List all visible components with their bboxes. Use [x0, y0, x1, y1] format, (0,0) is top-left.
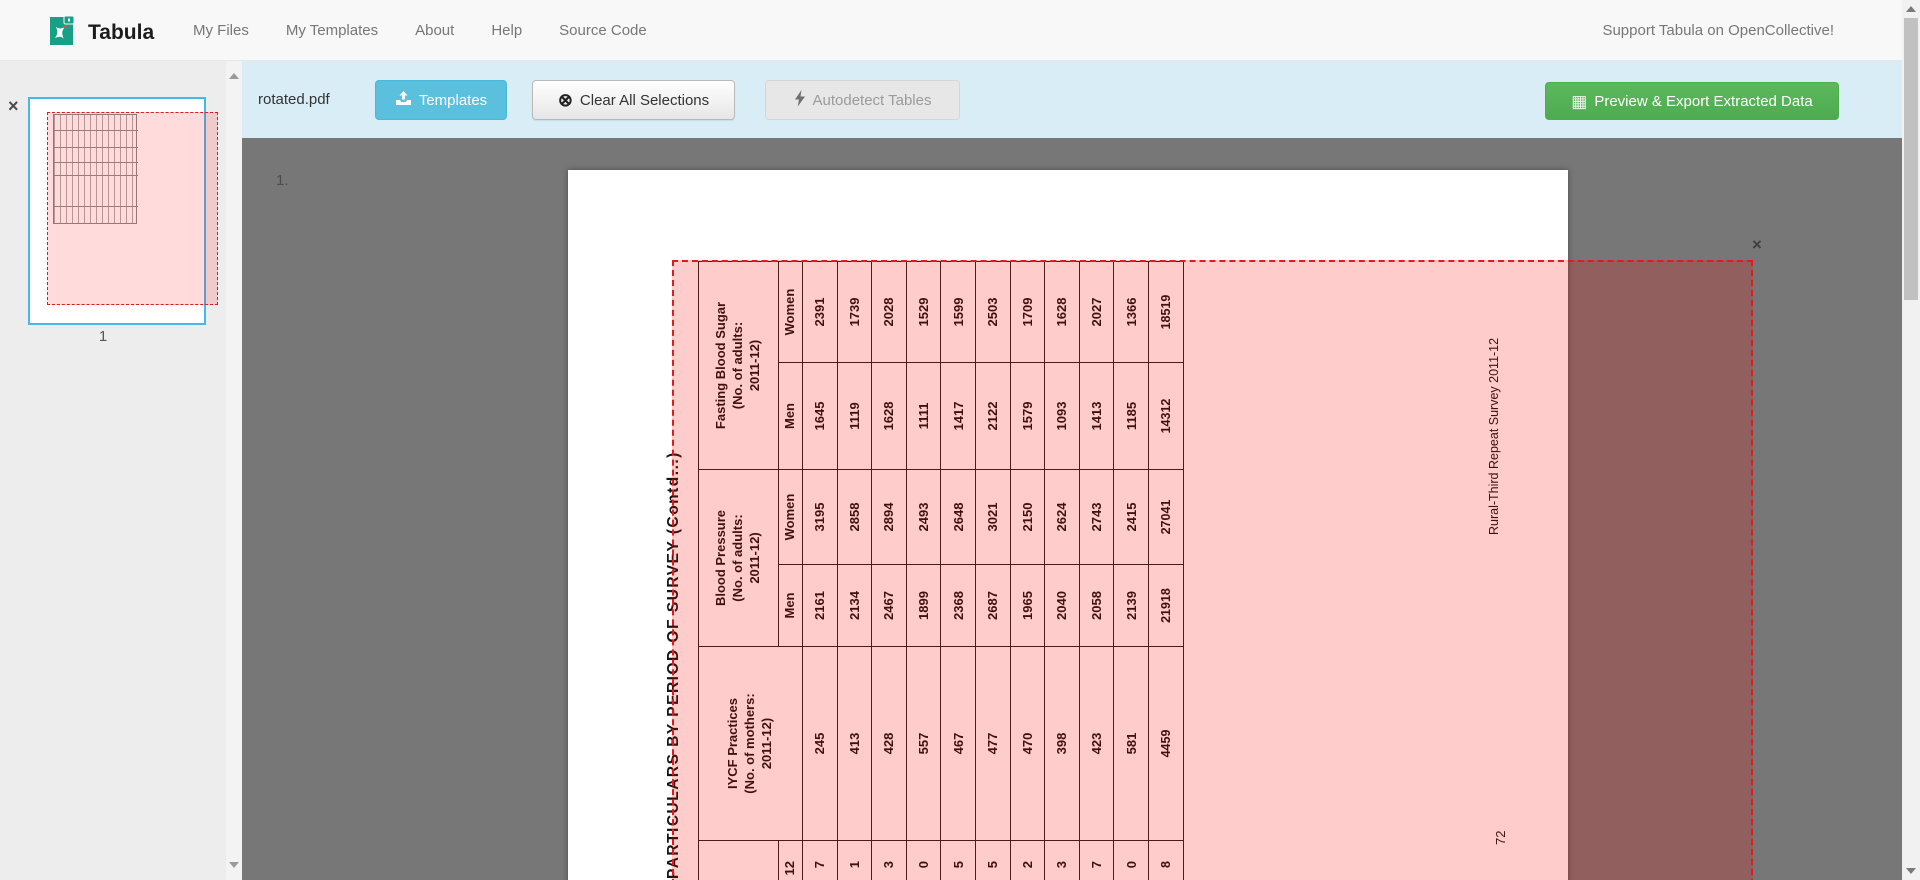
pdf-page[interactable]: PARTICULARS BY PERIOD OF SURVEY (Contd..…: [568, 170, 1568, 880]
templates-button[interactable]: Templates: [375, 80, 507, 120]
page-thumbnail[interactable]: [28, 97, 206, 325]
page-marker-label: 1.: [276, 172, 289, 189]
templates-label: Templates: [418, 91, 488, 109]
clear-all-selections-button[interactable]: ⊗ Clear All Selections: [532, 80, 735, 120]
nav-item-source-code[interactable]: Source Code: [559, 22, 647, 39]
preview-export-label: Preview & Export Extracted Data: [1594, 92, 1813, 110]
thumbnail-selection-box[interactable]: [47, 112, 218, 305]
preview-export-button[interactable]: ▦ Preview & Export Extracted Data: [1545, 82, 1839, 120]
window-scroll-up-icon[interactable]: [1906, 6, 1916, 12]
document-toolbar: rotated.pdf Templates ⊗ Clear All Select…: [242, 61, 1920, 138]
window-scroll-down-icon[interactable]: [1906, 868, 1916, 874]
nav-item-my-files[interactable]: My Files: [193, 22, 249, 39]
thumbnail-page-number: 1: [98, 328, 108, 345]
page-thumbnail-sidebar: × 1: [0, 61, 242, 880]
sidebar-scrollbar[interactable]: [226, 61, 242, 880]
sidebar-scroll-down-icon[interactable]: [229, 862, 239, 868]
clear-all-selections-label: Clear All Selections: [579, 91, 710, 109]
top-navbar: Tabula My Files My Templates About Help …: [0, 0, 1920, 61]
open-filename: rotated.pdf: [258, 91, 330, 108]
autodetect-tables-label: Autodetect Tables: [812, 91, 932, 109]
thumbnail-mini-table: [53, 114, 138, 224]
window-scrollbar-thumb[interactable]: [1904, 18, 1918, 300]
table-grid-icon: ▦: [1571, 91, 1588, 111]
support-link[interactable]: Support Tabula on OpenCollective!: [1602, 22, 1834, 39]
remove-page-icon[interactable]: ×: [8, 96, 19, 116]
tabula-logo-icon: [44, 11, 78, 53]
nav-item-my-templates[interactable]: My Templates: [285, 22, 379, 39]
nav-item-about[interactable]: About: [415, 22, 455, 39]
selection-close-icon[interactable]: ×: [1752, 235, 1762, 254]
nav-item-help[interactable]: Help: [491, 22, 523, 39]
table-selection-box[interactable]: [672, 260, 1753, 880]
window-scrollbar[interactable]: [1902, 0, 1920, 880]
brand-title[interactable]: Tabula: [88, 20, 155, 44]
circle-x-icon: ⊗: [557, 90, 573, 110]
nav-links: My Files My Templates About Help Source …: [193, 0, 647, 61]
autodetect-tables-button: Autodetect Tables: [765, 80, 960, 120]
templates-tray-icon: [395, 90, 412, 110]
lightning-icon: [794, 89, 806, 111]
brand[interactable]: Tabula: [44, 11, 155, 53]
sidebar-scroll-up-icon[interactable]: [229, 73, 239, 79]
